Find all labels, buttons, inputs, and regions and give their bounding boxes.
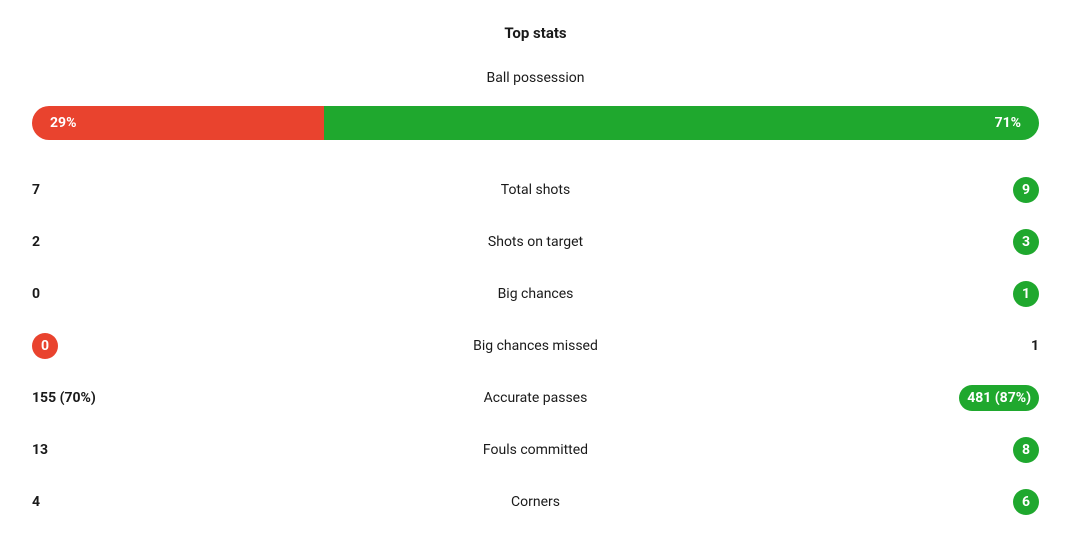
stat-badge: 0 — [32, 333, 58, 359]
stat-row: 7Total shots 9 — [32, 164, 1039, 216]
possession-bar: 29% 71% — [32, 106, 1039, 140]
possession-label: Ball possession — [32, 70, 1039, 86]
stat-right-value: 481 (87%) — [939, 385, 1039, 411]
stat-left-value: 4 — [32, 494, 132, 510]
stat-badge: 3 — [1013, 229, 1039, 255]
stat-label: Big chances — [132, 286, 939, 302]
stats-list: 7Total shots92Shots on target30Big chanc… — [32, 164, 1039, 528]
possession-left-value: 29% — [50, 115, 76, 131]
stat-badge: 481 (87%) — [959, 385, 1039, 411]
stat-label: Corners — [132, 494, 939, 510]
stat-badge: 1 — [1013, 281, 1039, 307]
stat-left-value: 7 — [32, 182, 132, 198]
stat-badge: 8 — [1013, 437, 1039, 463]
stat-label: Fouls committed — [132, 442, 939, 458]
stat-left-value: 0 — [32, 286, 132, 302]
stat-label: Big chances missed — [132, 338, 939, 354]
top-stats-panel: Top stats Ball possession 29% 71% 7Total… — [0, 0, 1071, 528]
stat-row: 0 Big chances missed1 — [32, 320, 1039, 372]
stat-left-value: 13 — [32, 442, 132, 458]
stat-left-value: 155 (70%) — [32, 390, 132, 406]
stat-right-value: 8 — [939, 437, 1039, 463]
stat-label: Total shots — [132, 182, 939, 198]
possession-right: 71% — [324, 106, 1039, 140]
stat-left-value: 2 — [32, 234, 132, 250]
stat-label: Accurate passes — [132, 390, 939, 406]
possession-left: 29% — [32, 106, 324, 140]
stat-right-value: 9 — [939, 177, 1039, 203]
stat-badge: 9 — [1013, 177, 1039, 203]
stat-right-value: 6 — [939, 489, 1039, 515]
stat-right-value: 1 — [939, 281, 1039, 307]
possession-right-value: 71% — [995, 115, 1021, 131]
panel-title: Top stats — [32, 24, 1039, 42]
stat-row: 0Big chances 1 — [32, 268, 1039, 320]
stat-row: 155 (70%)Accurate passes 481 (87%) — [32, 372, 1039, 424]
stat-row: 2Shots on target 3 — [32, 216, 1039, 268]
stat-row: 13Fouls committed 8 — [32, 424, 1039, 476]
stat-badge: 6 — [1013, 489, 1039, 515]
stat-right-value: 3 — [939, 229, 1039, 255]
stat-left-value: 0 — [32, 333, 132, 359]
stat-row: 4Corners 6 — [32, 476, 1039, 528]
stat-right-value: 1 — [939, 338, 1039, 354]
stat-label: Shots on target — [132, 234, 939, 250]
